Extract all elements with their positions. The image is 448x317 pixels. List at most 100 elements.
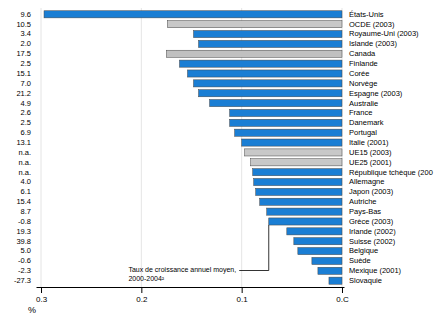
category-tick: Australie: [349, 99, 378, 108]
annotation-line-text: 2000-2004²: [128, 275, 164, 282]
category-tick: Italie (2001): [349, 138, 389, 147]
category-label: Mexique (2001): [349, 266, 402, 275]
category-label: Finlande: [349, 59, 378, 68]
category-label: Autriche: [349, 197, 377, 206]
category-label: Espagne (2003): [349, 89, 403, 98]
bar: [260, 198, 342, 205]
growth-rate-label: 2.5: [21, 118, 31, 127]
category-tick: Corée: [349, 69, 369, 78]
category-tick: Slovaquie: [349, 276, 382, 285]
category-tick: UE25 (2001): [349, 158, 392, 167]
category-label: Suisse (2002): [349, 237, 396, 246]
growth-rate-label: 6.1: [21, 187, 31, 196]
annotation-line-text: Taux de croissance annuel moyen,: [128, 266, 236, 274]
category-tick: Espagne (2003): [349, 89, 403, 98]
growth-rate-label: n.a.: [18, 158, 31, 167]
grid-line: [241, 8, 242, 287]
chart: 0.30.20.10.CÉtats-UnisOCDE (2003)Royaume…: [0, 0, 448, 317]
bar: [267, 208, 342, 215]
growth-rate-label: 6.9: [21, 128, 31, 137]
category-tick: UE15 (2003): [349, 148, 392, 157]
growth-rate-tick: n.a.: [18, 168, 31, 177]
growth-rate-label: 21.2: [16, 89, 31, 98]
category-tick: OCDE (2003): [349, 20, 395, 29]
growth-rate-label: 7.0: [21, 79, 31, 88]
growth-rate-tick: 8.7: [21, 207, 31, 216]
growth-rate-tick: n.a.: [18, 158, 31, 167]
growth-rate-tick: 6.1: [21, 187, 31, 196]
growth-rate-tick: 39.8: [16, 237, 31, 246]
x-tick: 0.C: [336, 287, 349, 304]
growth-rate-tick: -0.6: [18, 256, 31, 265]
bar: [242, 139, 342, 146]
bar: [44, 11, 342, 18]
growth-rate-tick: 15.1: [16, 69, 31, 78]
category-label: Grèce (2003): [349, 217, 394, 226]
growth-rate-label: 2.5: [21, 59, 31, 68]
growth-rate-tick: 15.4: [16, 197, 31, 206]
category-axis: États-UnisOCDE (2003)Royaume-Uni (2003) I…: [349, 10, 433, 285]
bar: [199, 40, 342, 47]
growth-rate-tick: 4.0: [21, 177, 31, 186]
growth-rate-label: 17.5: [16, 49, 31, 58]
growth-rate-label: 19.3: [16, 227, 31, 236]
bar: [253, 169, 342, 176]
category-tick: États-Unis: [349, 10, 384, 19]
growth-rate-label: 13.1: [16, 138, 31, 147]
category-tick: Canada: [349, 49, 376, 58]
category-label: Suède: [349, 256, 371, 265]
x-tick-label: 0.3: [36, 295, 48, 304]
category-tick: République tchèque (200: [349, 168, 433, 177]
bar: [235, 129, 342, 136]
bar: [199, 90, 342, 97]
bar: [287, 228, 342, 235]
growth-rate-label: 2.0: [21, 39, 31, 48]
growth-rate-label: -0.8: [18, 217, 31, 226]
growth-rate-label: 9.6: [21, 10, 31, 19]
growth-rate-tick: 19.3: [16, 227, 31, 236]
x-tick-mark: [41, 287, 42, 293]
bar: [269, 218, 342, 225]
growth-rate-tick: 17.5: [16, 49, 31, 58]
growth-rate-label: 4.9: [21, 99, 31, 108]
category-label: Allemagne: [349, 177, 384, 186]
category-label: UE15 (2003): [349, 148, 392, 157]
category-tick: Irlande (2002): [349, 227, 396, 236]
growth-rate-tick: -27.3: [14, 276, 31, 285]
growth-rate-tick: n.a.: [18, 148, 31, 157]
category-label: Japon (2003): [349, 187, 394, 196]
category-label: France: [349, 108, 372, 117]
bar: [318, 267, 342, 274]
category-label: République tchèque (200: [349, 168, 433, 177]
annotation: Taux de croissance annuel moyen,2000-200…: [128, 266, 236, 282]
grid: [41, 8, 342, 287]
category-tick: Allemagne: [349, 177, 384, 186]
x-tick-label: 0.2: [136, 295, 148, 304]
x-tick: 0.2: [136, 287, 148, 304]
x-axis-line: [37, 287, 345, 288]
grid-line: [341, 8, 342, 287]
category-tick: Danemark: [349, 118, 384, 127]
growth-rate-tick: 2.6: [21, 108, 31, 117]
category-label: Royaume-Uni (2003): [349, 29, 419, 38]
bar: [254, 178, 342, 185]
category-label: Australie: [349, 99, 378, 108]
category-label: Italie (2001): [349, 138, 389, 147]
bar: [294, 238, 342, 245]
category-tick: Finlande: [349, 59, 378, 68]
category-label: Portugal: [349, 128, 377, 137]
category-label: Pays-Bas: [349, 207, 381, 216]
category-label: Canada: [349, 49, 376, 58]
x-tick-label: 0.1: [237, 295, 249, 304]
category-tick: Japon (2003): [349, 187, 394, 196]
growth-rate-label: 3.4: [21, 29, 31, 38]
category-tick: Pays-Bas: [349, 207, 381, 216]
growth-rate-tick: 7.0: [21, 79, 31, 88]
bar: [230, 109, 342, 116]
category-label: Belgique: [349, 246, 378, 255]
growth-rate-label: n.a.: [18, 148, 31, 157]
category-tick: Suisse (2002): [349, 237, 396, 246]
growth-rate-tick: 6.9: [21, 128, 31, 137]
bars: [44, 11, 342, 284]
category-tick: France: [349, 108, 372, 117]
